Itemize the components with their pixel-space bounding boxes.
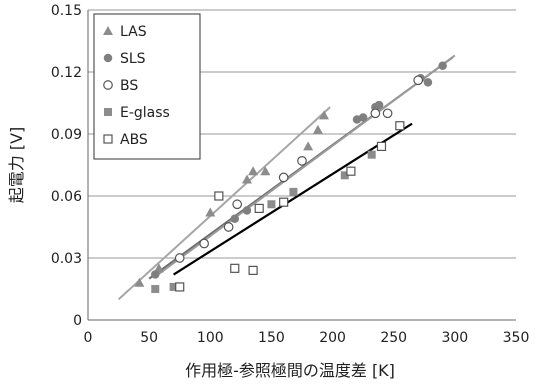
legend-marker-e-glass	[104, 108, 112, 116]
fit-line-las	[117, 106, 331, 301]
point-e-glass	[169, 282, 178, 291]
point-sls	[242, 206, 252, 215]
legend-marker-abs	[103, 134, 113, 144]
y-tick-label: 0.12	[51, 65, 82, 81]
point-abs	[230, 263, 240, 273]
legend-label: ABS	[120, 132, 148, 148]
point-sls	[230, 214, 239, 223]
x-tick-label: 200	[319, 330, 346, 346]
y-tick-label: 0.03	[51, 251, 82, 267]
x-tick-label: 50	[140, 330, 158, 346]
point-bs	[413, 75, 424, 86]
point-bs	[278, 172, 289, 183]
point-las	[134, 277, 145, 287]
y-tick-label: 0	[73, 313, 82, 329]
point-las	[241, 174, 252, 184]
x-tick-label: 0	[84, 330, 93, 346]
point-las	[312, 124, 323, 134]
point-bs	[382, 108, 393, 119]
point-e-glass	[267, 200, 276, 209]
point-abs	[395, 121, 405, 131]
legend-marker-las	[103, 26, 113, 35]
tick-labels: 0 0.03 0.06 0.09 0.12 0.15 0 50 100 150 200 250 300 3…	[51, 3, 530, 346]
legend: LAS SLS BS E-glass ABS	[93, 13, 201, 160]
point-las	[153, 263, 164, 273]
point-bs	[223, 222, 234, 232]
legend-label: SLS	[120, 51, 146, 67]
point-bs	[232, 199, 243, 210]
point-las	[205, 207, 216, 217]
point-bs	[199, 238, 210, 249]
point-abs	[346, 166, 356, 176]
x-tick-label: 350	[503, 330, 530, 346]
fit-line-abs	[173, 122, 413, 276]
point-sls	[151, 270, 160, 279]
x-axis-title: 作用極-参照極間の温度差 [K]	[185, 361, 395, 380]
y-tick-label: 0.15	[51, 3, 82, 19]
point-abs	[279, 197, 289, 207]
x-tick-label: 300	[441, 330, 468, 346]
y-tick-label: 0.09	[51, 127, 82, 143]
axes	[87, 10, 516, 321]
legend-marker-sls	[103, 53, 113, 63]
x-tick-label: 250	[380, 330, 407, 346]
legend-label: E-glass	[120, 105, 170, 121]
point-abs	[214, 191, 224, 201]
point-abs	[248, 265, 258, 275]
point-las	[319, 110, 330, 120]
point-bs	[370, 108, 381, 119]
legend-label: LAS	[120, 24, 147, 40]
point-abs	[376, 141, 387, 151]
point-bs	[174, 253, 185, 263]
point-abs	[254, 203, 264, 213]
point-sls	[423, 78, 433, 87]
x-tick-label: 150	[258, 330, 285, 346]
legend-label: BS	[120, 78, 138, 94]
point-bs	[297, 156, 307, 166]
point-las	[248, 166, 259, 176]
legend-marker-bs	[103, 80, 113, 90]
point-sls	[438, 61, 447, 71]
point-e-glass	[367, 150, 376, 159]
point-e-glass	[340, 171, 349, 180]
point-las	[260, 166, 271, 176]
y-axis-title: 起電力 [V]	[7, 127, 26, 204]
point-las	[303, 141, 314, 151]
point-e-glass	[151, 285, 160, 293]
data-points	[134, 61, 447, 293]
point-abs	[175, 282, 185, 292]
x-tick-label: 100	[197, 330, 224, 346]
point-sls	[358, 113, 368, 122]
point-e-glass	[289, 187, 298, 196]
point-sls	[374, 100, 384, 110]
y-tick-label: 0.06	[51, 189, 82, 205]
